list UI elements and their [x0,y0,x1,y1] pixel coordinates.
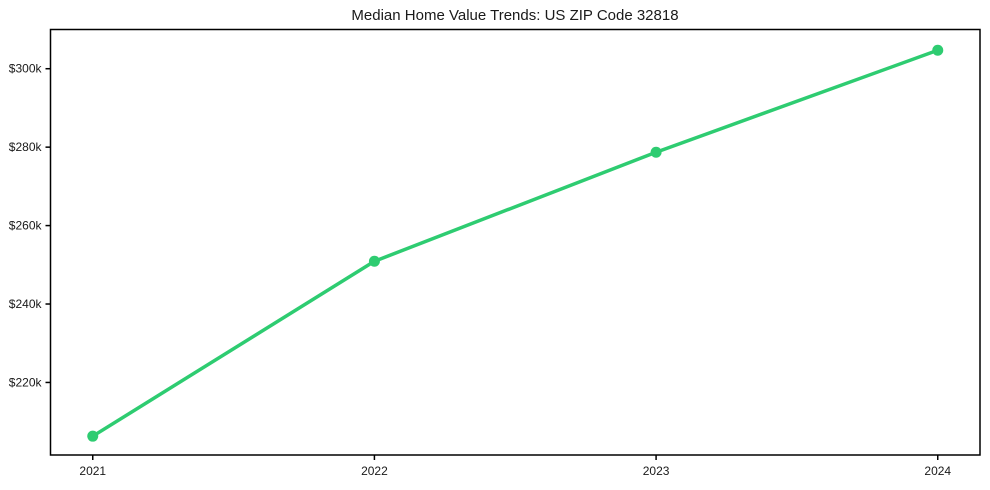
plot-area: 2021 2022 2023 2024 $220k $240k $260k $280k $300… [9,28,981,478]
data-point-marker [932,44,944,56]
data-point-marker [368,255,380,267]
data-point-marker [650,146,662,158]
x-tick-label: 2024 [924,464,951,478]
data-point-marker [87,430,99,442]
y-tick-label: $240k [9,297,43,311]
y-tick-label: $280k [9,140,43,154]
y-tick-label: $300k [9,62,43,76]
y-tick-label: $260k [9,219,43,233]
line-series [91,48,940,438]
x-tick-label: 2022 [361,464,388,478]
chart-title: Median Home Value Trends: US ZIP Code 32… [351,7,678,24]
y-tick-label: $220k [9,375,43,389]
x-tick-label: 2021 [79,464,106,478]
x-tick-label: 2023 [643,464,670,478]
axes-spines [49,28,981,456]
